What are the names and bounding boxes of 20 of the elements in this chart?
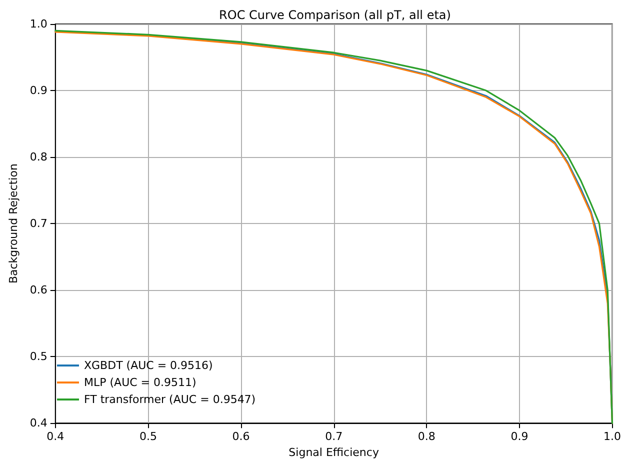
x-tick-label: 0.6 — [232, 430, 250, 444]
x-tick-label: 0.5 — [139, 430, 157, 444]
y-tick-label: 0.4 — [30, 416, 48, 430]
legend-label: MLP (AUC = 0.9511) — [84, 376, 196, 389]
y-tick-label: 0.8 — [30, 150, 48, 164]
chart-title: ROC Curve Comparison (all pT, all eta) — [219, 8, 451, 22]
x-tick-label: 0.4 — [46, 430, 64, 444]
x-tick-label: 0.7 — [325, 430, 343, 444]
x-axis-title: Signal Efficiency — [288, 446, 380, 459]
y-tick-label: 0.9 — [30, 84, 48, 98]
x-tick-label: 0.9 — [510, 430, 528, 444]
legend-label: FT transformer (AUC = 0.9547) — [84, 393, 256, 406]
y-tick-label: 0.5 — [30, 350, 48, 364]
y-tick-label: 0.7 — [30, 217, 48, 230]
y-axis-title: Background Rejection — [7, 164, 20, 284]
y-tick-label: 0.6 — [30, 284, 48, 297]
y-tick-label: 1.0 — [30, 18, 48, 30]
legend-label: XGBDT (AUC = 0.9516) — [84, 359, 213, 372]
x-tick-label: 1.0 — [604, 430, 622, 444]
x-tick-label: 0.8 — [418, 430, 436, 444]
